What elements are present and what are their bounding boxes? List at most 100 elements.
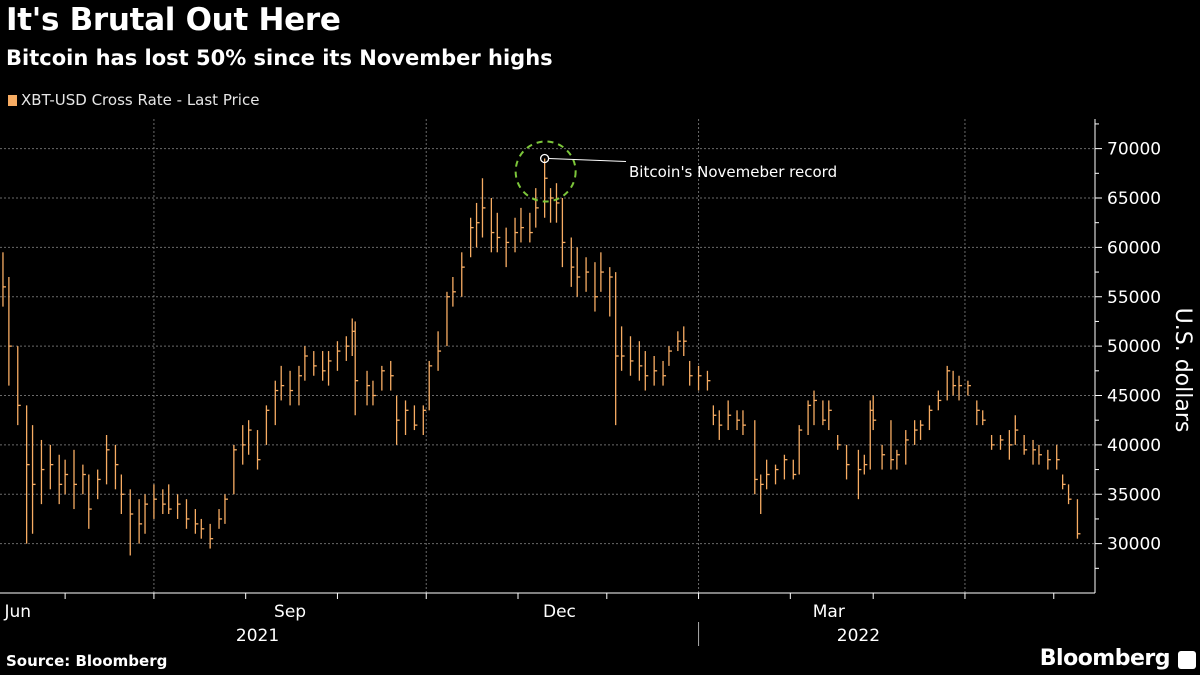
ohlc-bar xyxy=(469,217,474,258)
ohlc-bar xyxy=(822,400,826,426)
ohlc-bar xyxy=(185,499,190,529)
ohlc-bar xyxy=(321,351,326,381)
ohlc-bar xyxy=(683,326,687,356)
ohlc-bar xyxy=(594,262,598,312)
ohlc-bar xyxy=(828,400,832,431)
bloomberg-logo: Bloomberg xyxy=(1039,646,1171,671)
ohlc-bar xyxy=(754,420,758,495)
ohlc-bar xyxy=(304,346,308,381)
ohlc-bar xyxy=(890,420,894,470)
ohlc-bar xyxy=(168,484,172,514)
ohlc-bar xyxy=(928,405,933,431)
ohlc-bar xyxy=(475,202,480,248)
ohlc-bar xyxy=(390,360,394,391)
ohlc-bar xyxy=(58,454,63,505)
ohlc-bar xyxy=(138,499,143,544)
ohlc-bar xyxy=(653,356,658,386)
ohlc-bar xyxy=(404,400,409,435)
ohlc-bar xyxy=(73,449,77,510)
ohlc-bar xyxy=(218,509,223,529)
ohlc-bar xyxy=(176,494,181,519)
ohlc-bar xyxy=(153,484,157,519)
ohlc-bar xyxy=(129,489,134,556)
ohlc-bar xyxy=(313,351,317,376)
ohlc-bar xyxy=(999,435,1004,450)
ohlc-bar xyxy=(896,449,900,470)
ohlc-bar xyxy=(514,217,519,253)
ohlc-bar xyxy=(765,459,770,490)
ohlc-bar xyxy=(946,365,951,401)
ohlc-bar xyxy=(256,430,261,470)
y-tick-label: 50000 xyxy=(1107,337,1161,357)
ohlc-bar xyxy=(413,405,418,431)
ohlc-bar xyxy=(727,400,732,431)
y-tick-label: 60000 xyxy=(1107,238,1161,258)
ohlc-bar xyxy=(298,365,302,406)
ohlc-bar xyxy=(845,444,850,480)
ohlc-bar xyxy=(422,405,427,435)
ohlc-bar xyxy=(1008,430,1013,460)
ohlc-bar xyxy=(535,188,539,228)
ohlc-bar xyxy=(345,336,350,361)
ohlc-bar xyxy=(162,489,166,514)
ohlc-bar xyxy=(952,370,957,396)
ohlc-bar xyxy=(242,425,246,465)
y-tick-label: 55000 xyxy=(1107,288,1161,308)
ohlc-bar xyxy=(919,420,924,440)
ohlc-bar xyxy=(381,365,385,391)
ohlc-bar xyxy=(662,360,667,386)
ohlc-bar xyxy=(105,435,110,485)
ohlc-bar xyxy=(555,183,560,223)
ohlc-bar xyxy=(64,459,69,495)
ohlc-bar xyxy=(446,291,450,347)
ohlc-bar xyxy=(280,365,285,401)
ohlc-bar xyxy=(194,509,199,534)
ohlc-bar xyxy=(8,277,12,386)
ohlc-bar xyxy=(629,336,634,376)
ohlc-bar xyxy=(428,360,433,411)
highlight-circle xyxy=(514,140,577,203)
x-tick-label: Jun xyxy=(3,602,31,622)
ohlc-bar xyxy=(913,420,918,445)
ohlc-bar xyxy=(937,390,942,411)
ohlc-bar xyxy=(274,380,279,426)
ohlc-bar xyxy=(990,435,995,450)
ohlc-bar xyxy=(958,375,963,401)
ohlc-bar xyxy=(543,158,548,218)
ohlc-bar xyxy=(88,474,92,529)
ohlc-bar xyxy=(520,207,524,243)
ohlc-bar xyxy=(354,321,359,416)
ohlc-bar xyxy=(40,439,45,505)
ohlc-bar xyxy=(792,459,797,480)
chart-subtitle: Bitcoin has lost 50% since its November … xyxy=(6,46,553,70)
annotation: Bitcoin's Novemeber record xyxy=(514,140,837,203)
ohlc-bar xyxy=(689,360,693,386)
ohlc-bar xyxy=(813,390,817,426)
ohlc-bar xyxy=(677,331,681,352)
ohlc-bar xyxy=(798,425,803,475)
annotation-leader xyxy=(548,158,627,162)
ohlc-bar xyxy=(496,212,501,253)
ohlc-bar xyxy=(609,267,613,317)
x-year-label: 2021 xyxy=(236,626,279,646)
y-tick-label: 40000 xyxy=(1107,436,1161,456)
ohlc-bar xyxy=(97,469,101,500)
ohlc-bar xyxy=(82,464,86,495)
ohlc-bar xyxy=(1047,449,1051,470)
ohlc-bar xyxy=(774,464,779,485)
y-tick-label: 30000 xyxy=(1107,535,1161,555)
ohlc-bar xyxy=(2,252,6,307)
ohlc-bar xyxy=(481,178,486,238)
ohlc-bar xyxy=(857,449,862,500)
ohlc-bar xyxy=(742,410,746,435)
ohlc-bar xyxy=(327,351,332,386)
ohlc-bar xyxy=(395,395,400,445)
ohlc-bar xyxy=(144,494,149,534)
ohlc-bar xyxy=(224,494,228,524)
ohlc-bar xyxy=(905,430,909,465)
ohlc-bar xyxy=(620,326,625,371)
ohlc-bar xyxy=(837,435,841,450)
bloomberg-chart-icon xyxy=(1178,651,1196,669)
ohlc-bar xyxy=(289,370,294,406)
ohlc-bar xyxy=(1061,474,1066,490)
